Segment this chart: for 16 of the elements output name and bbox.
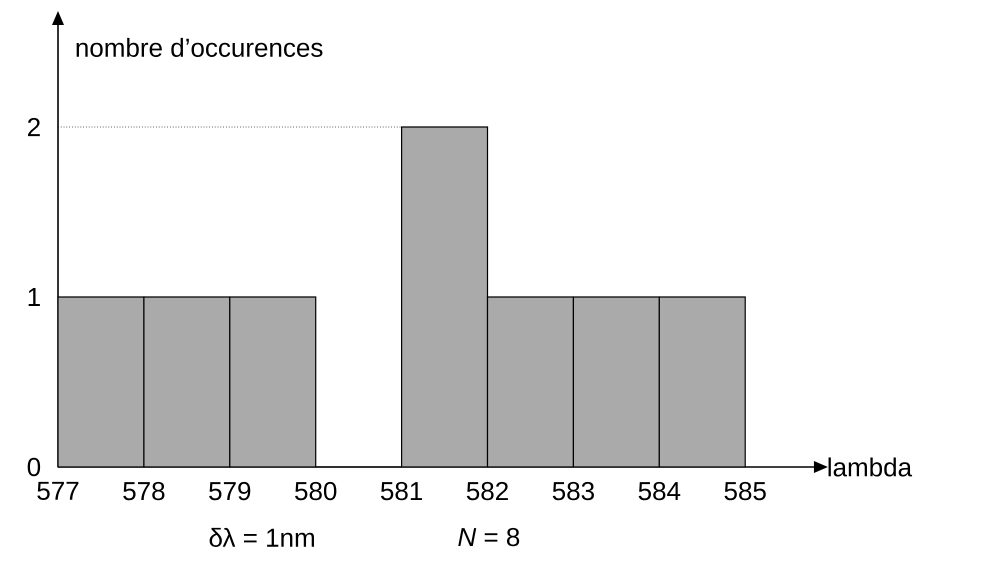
- x-tick-label: 578: [123, 482, 164, 500]
- text: δλ = 1nm: [210, 528, 314, 547]
- x-tick-label: 579: [209, 482, 250, 500]
- y-tick-label: 0: [28, 458, 40, 476]
- x-tick-label: 582: [466, 482, 508, 500]
- text: N = 8: [458, 528, 520, 546]
- x-tick-label: 577: [37, 482, 78, 500]
- x-axis-title: lambda: [828, 457, 912, 477]
- x-tick-label: 583: [552, 482, 594, 500]
- y-tick-label: 2: [28, 118, 40, 136]
- x-tick-label: 580: [295, 482, 336, 500]
- y-tick-label: 1: [28, 288, 40, 306]
- x-tick-label: 585: [724, 482, 766, 500]
- x-tick-label: 581: [380, 482, 422, 500]
- y-axis-title: nombre d’occurences: [76, 38, 322, 57]
- x-tick-label: 584: [638, 482, 680, 500]
